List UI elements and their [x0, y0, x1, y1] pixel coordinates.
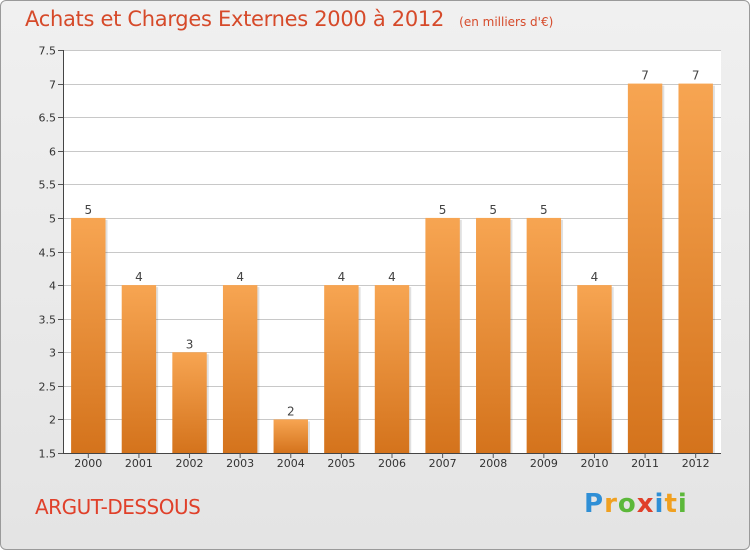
- bar-2005: [324, 285, 359, 453]
- data-label: 4: [388, 270, 396, 284]
- bar-2002: [172, 352, 207, 453]
- x-tick-label: 2006: [378, 457, 406, 470]
- data-label: 5: [540, 203, 548, 217]
- bar-2009: [526, 217, 562, 453]
- x-tick-label: 2002: [176, 457, 204, 470]
- x-tick-label: 2001: [125, 457, 153, 470]
- proxiti-logo[interactable]: Proxiti: [584, 489, 688, 519]
- bar-2006: [374, 285, 410, 453]
- bar-2012: [678, 83, 713, 453]
- bar-2011: [627, 83, 663, 453]
- chart-subtitle: (en milliers d'€): [459, 15, 554, 29]
- place-name: ARGUT-DESSOUS: [35, 495, 201, 519]
- y-tick-label: 3: [49, 347, 56, 360]
- bar-2008: [476, 217, 511, 453]
- y-tick-label: 7: [49, 79, 56, 92]
- x-tick-label: 2007: [429, 457, 457, 470]
- y-tick-label: 5: [49, 213, 56, 226]
- chart-title: Achats et Charges Externes 2000 à 2012: [25, 7, 445, 31]
- bar-2004: [273, 419, 308, 453]
- y-tick-label: 1.5: [39, 448, 57, 461]
- y-tick-label: 4: [49, 280, 56, 293]
- y-tick-label: 7.5: [39, 45, 57, 58]
- data-label: 3: [186, 337, 194, 351]
- y-tick-label: 2.5: [39, 381, 57, 394]
- data-label: 5: [489, 203, 497, 217]
- x-tick-label: 2012: [682, 457, 710, 470]
- x-tick-label: 2000: [74, 457, 102, 470]
- x-tick-label: 2011: [631, 457, 659, 470]
- data-label: 2: [287, 404, 295, 418]
- data-label: 4: [135, 270, 143, 284]
- data-label: 5: [84, 203, 92, 217]
- bar-2000: [71, 217, 106, 453]
- x-tick-label: 2009: [530, 457, 558, 470]
- y-tick-label: 6: [49, 146, 56, 159]
- bar-2007: [425, 217, 460, 453]
- y-tick-label: 5.5: [39, 179, 57, 192]
- data-label: 7: [641, 69, 649, 83]
- title-row: Achats et Charges Externes 2000 à 2012 (…: [25, 7, 553, 31]
- x-tick-label: 2005: [327, 457, 355, 470]
- x-tick-label: 2008: [479, 457, 507, 470]
- bar-2010: [577, 285, 612, 453]
- y-tick-label: 2: [49, 414, 56, 427]
- x-tick-label: 2010: [580, 457, 608, 470]
- x-tick-label: 2003: [226, 457, 254, 470]
- data-label: 7: [692, 69, 700, 83]
- data-label: 4: [236, 270, 244, 284]
- data-label: 5: [439, 203, 447, 217]
- x-tick-label: 2004: [277, 457, 305, 470]
- y-tick-label: 3.5: [39, 314, 57, 327]
- bar-2003: [222, 285, 258, 453]
- y-tick-label: 4.5: [39, 247, 57, 260]
- data-label: 4: [591, 270, 599, 284]
- data-label: 4: [338, 270, 346, 284]
- bar-2001: [121, 285, 157, 453]
- y-tick-label: 6.5: [39, 112, 57, 125]
